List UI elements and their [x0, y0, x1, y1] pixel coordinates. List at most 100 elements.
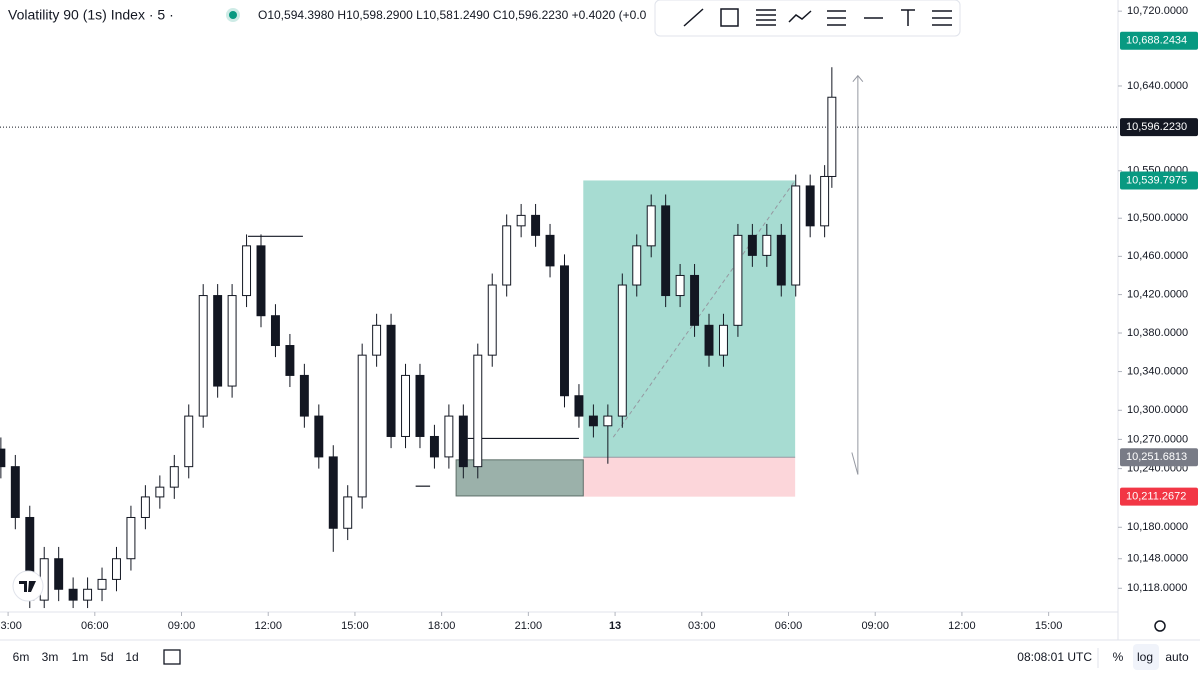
drawing-toolbar: [654, 0, 961, 37]
y-tick-label: 10,380.0000: [1127, 327, 1188, 339]
plot-area: [0, 67, 1118, 609]
candle-body: [574, 395, 584, 417]
x-tick-label: 06:00: [81, 620, 109, 632]
candle-body: [617, 284, 627, 417]
path-tool[interactable]: [788, 10, 812, 23]
y-tick-label: 10,148.0000: [1127, 553, 1188, 565]
price-tag-label: 10,251.6813: [1126, 451, 1187, 463]
position-diagonal: [612, 180, 796, 438]
candle-body: [458, 415, 468, 468]
candle-body: [401, 374, 410, 437]
x-tick-label: 09:00: [861, 620, 889, 632]
price-tag: [1120, 448, 1198, 467]
take-profit-zone: [583, 180, 796, 458]
candle-body: [415, 374, 425, 437]
range-button[interactable]: 6m: [13, 650, 30, 664]
arrow-head: [852, 74, 864, 82]
scale-button[interactable]: %: [1113, 650, 1124, 664]
x-tick-label: 12:00: [948, 620, 976, 632]
scale-button[interactable]: log: [1137, 650, 1153, 664]
range-button[interactable]: 5d: [100, 650, 113, 664]
symbol-title: Volatility 90 (1s) Index · 5 ·: [8, 7, 174, 23]
candle-body: [603, 415, 613, 427]
candle-body: [820, 175, 830, 227]
x-tick-label: 15:00: [1035, 620, 1063, 632]
candle-body: [531, 214, 541, 236]
candle-body: [502, 225, 512, 286]
x-tick-label: 18:00: [428, 620, 456, 632]
range-button[interactable]: 1m: [72, 650, 89, 664]
candle-body: [155, 486, 165, 498]
y-tick-label: 10,640.0000: [1127, 80, 1188, 92]
price-tag-label: 10,211.2672: [1126, 491, 1186, 503]
candle-body: [343, 496, 353, 529]
candle-body: [762, 234, 772, 256]
clock: 08:08:01 UTC: [1017, 650, 1092, 664]
settings-gear[interactable]: [1154, 620, 1166, 632]
price-tag: [1120, 118, 1198, 137]
candle-body: [747, 234, 757, 256]
y-tick-label: 10,118.0000: [1127, 582, 1187, 594]
candle-body: [632, 245, 642, 286]
candle-body: [704, 324, 714, 356]
fib-tool[interactable]: [756, 9, 776, 26]
trend-line-tool[interactable]: [683, 8, 704, 27]
candle-body: [429, 435, 439, 458]
candle-body: [112, 558, 121, 580]
pattern-tool[interactable]: [827, 10, 846, 26]
toolbar-panel: [654, 0, 961, 37]
log-highlight: [1133, 644, 1159, 670]
candle-body: [675, 274, 685, 297]
x-tick-label: 12:00: [254, 620, 282, 632]
settings-tool[interactable]: [932, 10, 952, 26]
arrow-tail: [851, 452, 859, 475]
calendar-icon[interactable]: [163, 649, 181, 665]
candle-body: [357, 354, 367, 498]
y-tick-label: 10,300.0000: [1127, 404, 1188, 416]
x-tick-label: 03:00: [688, 620, 716, 632]
price-tag: [1120, 171, 1198, 190]
x-tick-label: 13: [609, 620, 621, 632]
candle-body: [10, 466, 20, 518]
candle-body: [126, 516, 136, 560]
price-tag-label: 10,539.7975: [1126, 174, 1187, 186]
candle-body: [516, 214, 526, 227]
ohlc-legend: O10,594.3980 H10,598.2900 L10,581.2490 C…: [258, 8, 647, 22]
candle-body: [97, 578, 107, 590]
candle-body: [227, 295, 237, 387]
candle-body: [733, 234, 743, 326]
candle-body: [213, 295, 223, 387]
candle-body: [299, 374, 309, 417]
candle-body: [386, 324, 396, 437]
y-tick-label: 10,270.0000: [1127, 433, 1188, 445]
stop-loss-zone: [583, 457, 796, 497]
y-tick-label: 10,720.0000: [1127, 5, 1188, 17]
scale-button[interactable]: auto: [1165, 650, 1189, 664]
tv-logo: [12, 570, 44, 602]
status-dot-halo: [226, 8, 240, 22]
range-button[interactable]: 3m: [42, 650, 59, 664]
x-tick-label: 21:00: [515, 620, 543, 632]
candle-body: [827, 96, 837, 177]
y-tick-label: 10,420.0000: [1127, 289, 1188, 301]
price-tag: [1120, 31, 1198, 50]
x-tick-label: 06:00: [775, 620, 803, 632]
candle-body: [805, 185, 815, 227]
x-tick-label: 15:00: [341, 620, 369, 632]
candle-body: [256, 245, 266, 317]
candle-body: [242, 245, 252, 297]
axes: 10,720.000010,640.000010,550.000010,500.…: [0, 5, 1198, 632]
y-tick-label: 10,460.0000: [1127, 250, 1188, 262]
candle-body: [54, 558, 64, 590]
candle-body: [68, 588, 78, 601]
candle-body: [314, 415, 324, 458]
candle-body: [487, 284, 497, 356]
candle-body: [545, 234, 555, 267]
candle-body: [776, 234, 786, 286]
rectangle-tool[interactable]: [720, 8, 739, 27]
candle-body: [270, 315, 280, 347]
text-tool[interactable]: [901, 9, 915, 26]
range-button[interactable]: 1d: [125, 650, 138, 664]
candle-body: [588, 415, 598, 427]
